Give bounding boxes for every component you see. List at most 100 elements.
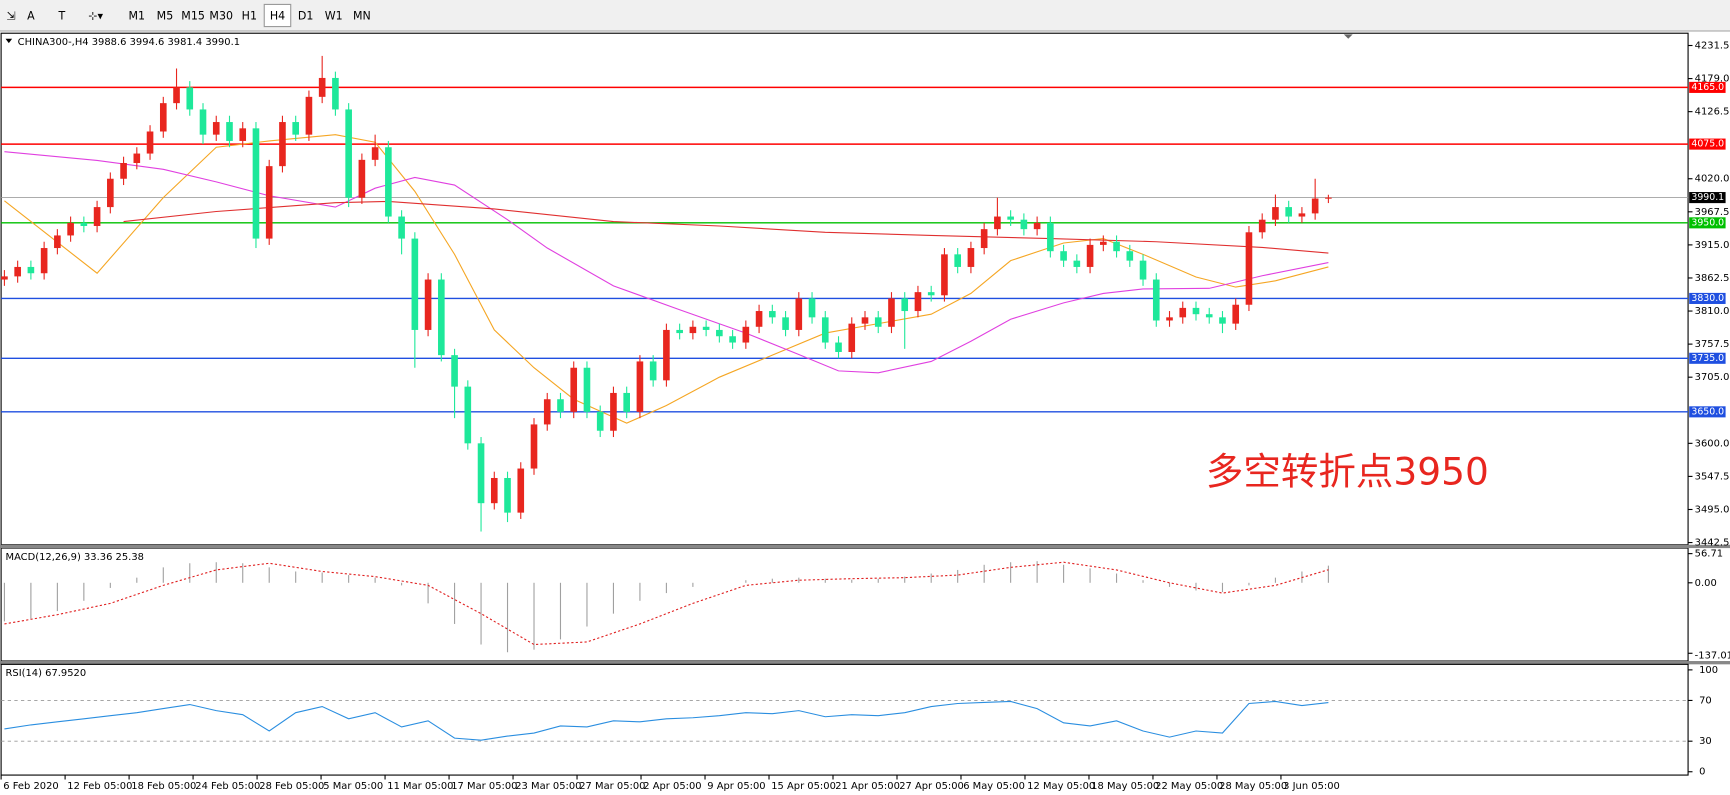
x-tick-label: 5 Mar 05:00 bbox=[323, 781, 383, 792]
timeframe-button[interactable]: M1 bbox=[129, 10, 146, 23]
candle-body bbox=[1179, 307, 1187, 318]
timeframe-button[interactable]: W1 bbox=[325, 10, 343, 23]
candle-body bbox=[636, 361, 644, 412]
x-tick-label: 27 Apr 05:00 bbox=[899, 781, 964, 792]
timeframe-button[interactable]: D1 bbox=[298, 10, 314, 23]
timeframe-active[interactable] bbox=[263, 3, 292, 28]
candle-body bbox=[795, 298, 803, 330]
rsi-tick-label: 30 bbox=[1699, 736, 1712, 747]
candle-body bbox=[1272, 207, 1279, 220]
candle-body bbox=[596, 411, 604, 431]
candle-body bbox=[186, 87, 194, 110]
x-tick-label: 17 Mar 05:00 bbox=[451, 781, 517, 792]
last-price-label: 3990.1 bbox=[1691, 192, 1724, 203]
x-tick-label: 18 May 05:00 bbox=[1091, 781, 1159, 792]
candle-body bbox=[994, 216, 1001, 230]
candle-body bbox=[279, 122, 286, 167]
y-tick-label: 4231.5 bbox=[1695, 40, 1730, 51]
candle-body bbox=[848, 323, 856, 352]
candle-body bbox=[874, 317, 882, 327]
shift-marker bbox=[1343, 34, 1353, 39]
candle-body bbox=[1047, 222, 1054, 252]
candle-body bbox=[1219, 317, 1226, 324]
candle-body bbox=[1139, 260, 1147, 280]
y-tick-label: 3547.5 bbox=[1695, 471, 1730, 482]
candle-body bbox=[345, 109, 352, 198]
candle-body bbox=[14, 266, 21, 277]
candle-body bbox=[159, 103, 167, 132]
candle-body bbox=[1007, 216, 1014, 220]
candle-body bbox=[424, 279, 432, 330]
text-tool-label[interactable]: A bbox=[27, 10, 35, 23]
y-tick-label: 3442.5 bbox=[1695, 538, 1730, 549]
y-tick-label: 3495.0 bbox=[1695, 504, 1730, 515]
candle-body bbox=[835, 342, 842, 352]
candle-body bbox=[888, 298, 895, 327]
candle-body bbox=[663, 329, 670, 381]
candle-body bbox=[173, 87, 180, 104]
candle-body bbox=[1060, 251, 1067, 261]
candle-body bbox=[93, 207, 101, 226]
candle-body bbox=[1, 276, 8, 280]
level-label: 4165.0 bbox=[1691, 82, 1724, 93]
timeframe-button[interactable]: M30 bbox=[209, 10, 233, 23]
y-tick-label: 3810.0 bbox=[1695, 306, 1730, 317]
candle-body bbox=[1113, 241, 1120, 252]
candle-body bbox=[464, 386, 472, 444]
y-tick-label: 3757.5 bbox=[1695, 339, 1730, 350]
candle-body bbox=[332, 77, 339, 110]
candle-body bbox=[305, 96, 313, 135]
x-tick-label: 15 Apr 05:00 bbox=[771, 781, 836, 792]
candle-body bbox=[729, 336, 736, 343]
candle-body bbox=[80, 222, 88, 226]
candle-body bbox=[212, 122, 220, 135]
macd-title: MACD(12,26,9) 33.36 25.38 bbox=[6, 552, 144, 563]
macd-signal bbox=[4, 561, 1329, 646]
candle-body bbox=[755, 311, 763, 327]
candle-body bbox=[1033, 222, 1041, 230]
candle-body bbox=[861, 317, 869, 324]
x-tick-label: 28 May 05:00 bbox=[1219, 781, 1287, 792]
candle-body bbox=[411, 238, 419, 330]
candle-body bbox=[901, 298, 909, 312]
timeframe-button[interactable]: M5 bbox=[157, 10, 174, 23]
objects-icon[interactable]: ⊹▾ bbox=[88, 10, 103, 23]
annotation: 多空转折点3950 bbox=[1206, 449, 1489, 493]
macd-tick-label: 56.71 bbox=[1695, 549, 1723, 560]
y-tick-label: 4020.0 bbox=[1695, 174, 1730, 185]
candle-body bbox=[398, 216, 405, 239]
menu-marker bbox=[5, 38, 13, 44]
candle-body bbox=[252, 128, 260, 239]
candle-body bbox=[821, 317, 829, 343]
candle-body bbox=[438, 279, 445, 356]
candle-body bbox=[1245, 232, 1253, 305]
candle-body bbox=[583, 367, 591, 412]
cursor-icon[interactable]: ⇲ bbox=[7, 10, 16, 23]
candle-body bbox=[1086, 244, 1094, 267]
panel-separator bbox=[0, 661, 1730, 665]
label-icon[interactable]: T bbox=[57, 10, 65, 23]
candle-body bbox=[120, 162, 127, 179]
rsi-title: RSI(14) 67.9520 bbox=[6, 668, 87, 679]
candle-body bbox=[490, 477, 498, 504]
x-tick-label: 12 May 05:00 bbox=[1027, 781, 1095, 792]
candle-body bbox=[226, 122, 233, 141]
y-tick-label: 4179.0 bbox=[1695, 74, 1730, 85]
candle-body bbox=[265, 166, 273, 239]
level-box bbox=[1689, 406, 1726, 418]
candle-body bbox=[742, 326, 750, 343]
timeframe-button[interactable]: H4 bbox=[270, 10, 285, 23]
x-tick-label: 24 Feb 05:00 bbox=[195, 781, 260, 792]
candle-body bbox=[570, 367, 578, 412]
x-tick-label: 3 Jun 05:00 bbox=[1283, 781, 1340, 792]
level-label: 3735.0 bbox=[1691, 353, 1724, 364]
candle-body bbox=[1100, 241, 1107, 245]
macd-tick-label: -137.01 bbox=[1695, 650, 1730, 661]
timeframe-button[interactable]: H1 bbox=[242, 10, 257, 23]
candle-body bbox=[1258, 219, 1266, 233]
timeframe-button[interactable]: MN bbox=[353, 10, 371, 23]
y-tick-label: 3705.0 bbox=[1695, 372, 1730, 383]
timeframe-button[interactable]: M15 bbox=[181, 10, 205, 23]
y-tick-label: 3600.0 bbox=[1695, 438, 1730, 449]
